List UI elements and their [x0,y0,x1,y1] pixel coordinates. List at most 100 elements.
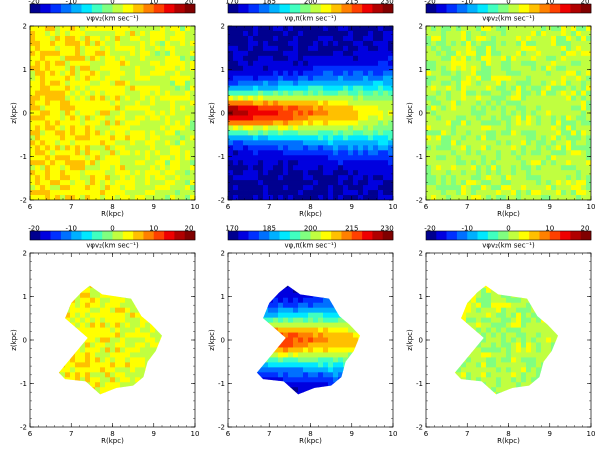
heatmap-cell [80,135,86,141]
heatmap-cell [253,70,259,77]
heatmap-cell [333,100,339,106]
heatmap-cell [65,362,71,368]
heatmap-cell [253,120,259,126]
heatmap-cell [228,328,233,333]
heatmap-cell [501,30,507,37]
heatmap-cell [531,110,537,116]
heatmap-cell [521,145,527,151]
heatmap-cell [80,422,85,427]
heatmap-cell [431,110,437,116]
heatmap-cell [486,90,492,96]
heatmap-cell [60,332,66,338]
heatmap-cell [135,95,141,101]
heatmap-cell [90,372,96,378]
heatmap-cell [185,407,190,412]
heatmap-cell [185,120,191,126]
heatmap-cell [80,402,85,407]
heatmap-cell [170,185,176,191]
heatmap-cell [491,50,497,57]
colorbar-swatch [164,4,175,13]
heatmap-cell [551,55,557,62]
heatmap-cell [105,253,110,258]
heatmap-cell [293,135,299,141]
heatmap-cell [581,195,587,200]
heatmap-cell [313,175,319,181]
heatmap-cell [160,292,162,299]
colorbar-swatch [258,231,270,240]
heatmap-cell [145,85,151,92]
heatmap-cell [85,175,91,181]
heatmap-cell [536,170,542,176]
heatmap-cell [30,35,36,42]
heatmap-cell [65,347,71,353]
heatmap-cell [243,253,248,258]
heatmap-cell [155,278,160,283]
heatmap-cell [228,333,233,338]
heatmap-cell [566,60,572,67]
heatmap-cell [378,26,384,32]
heatmap-cell [95,110,101,116]
heatmap-cell [531,105,537,111]
heatmap-cell [185,293,190,298]
heatmap-cell [70,382,76,388]
heatmap-cell [155,352,161,358]
heatmap-cell [190,60,195,67]
heatmap-cell [353,90,359,96]
heatmap-cell [40,190,46,196]
heatmap-cell [278,75,284,82]
heatmap-cell [368,170,374,176]
heatmap-cell [125,268,130,273]
heatmap-cell [496,80,502,87]
heatmap-cell [55,263,60,268]
heatmap-cell [441,145,447,151]
heatmap-cell [566,85,572,92]
heatmap-cell [526,145,532,151]
heatmap-cell [70,130,76,136]
heatmap-cell [531,115,537,121]
heatmap-cell [125,90,131,96]
heatmap-cell [273,75,279,82]
heatmap-cell [115,367,121,373]
heatmap-cell [496,26,502,32]
heatmap-cell [368,165,374,171]
heatmap-cell [45,105,51,111]
heatmap-cell [165,392,170,397]
heatmap-cell [85,190,91,196]
heatmap-cell [90,55,96,62]
heatmap-cell [256,312,259,319]
heatmap-cell [80,195,86,200]
heatmap-cell [90,110,96,116]
heatmap-cell [165,65,171,72]
heatmap-cell [175,135,181,141]
heatmap-cell [60,170,66,176]
heatmap-cell [318,130,324,136]
heatmap-cell [40,407,45,412]
heatmap-cell [115,387,121,393]
heatmap-cell [486,120,492,126]
heatmap-cell [373,175,379,181]
heatmap-cell [185,392,190,397]
heatmap-cell [100,258,105,263]
heatmap-cell [546,160,552,166]
heatmap-cell [551,170,557,176]
heatmap-cell [45,95,51,101]
heatmap-cell [278,65,284,72]
heatmap-cell [233,120,239,126]
heatmap-cell [308,180,314,186]
heatmap-cell [243,140,249,146]
heatmap-cell [40,278,45,283]
heatmap-cell [323,160,329,166]
heatmap-cell [388,75,393,82]
heatmap-cell [65,130,71,136]
heatmap-cell [90,263,95,268]
heatmap-cell [160,397,165,402]
heatmap-cell [185,283,190,288]
heatmap-cell [561,175,567,181]
heatmap-cell [155,397,160,402]
heatmap-cell [318,45,324,52]
heatmap-cell [516,26,522,32]
heatmap-cell [155,125,161,131]
heatmap-cell [521,125,527,131]
heatmap-cell [243,145,249,151]
heatmap-cell [35,115,41,121]
